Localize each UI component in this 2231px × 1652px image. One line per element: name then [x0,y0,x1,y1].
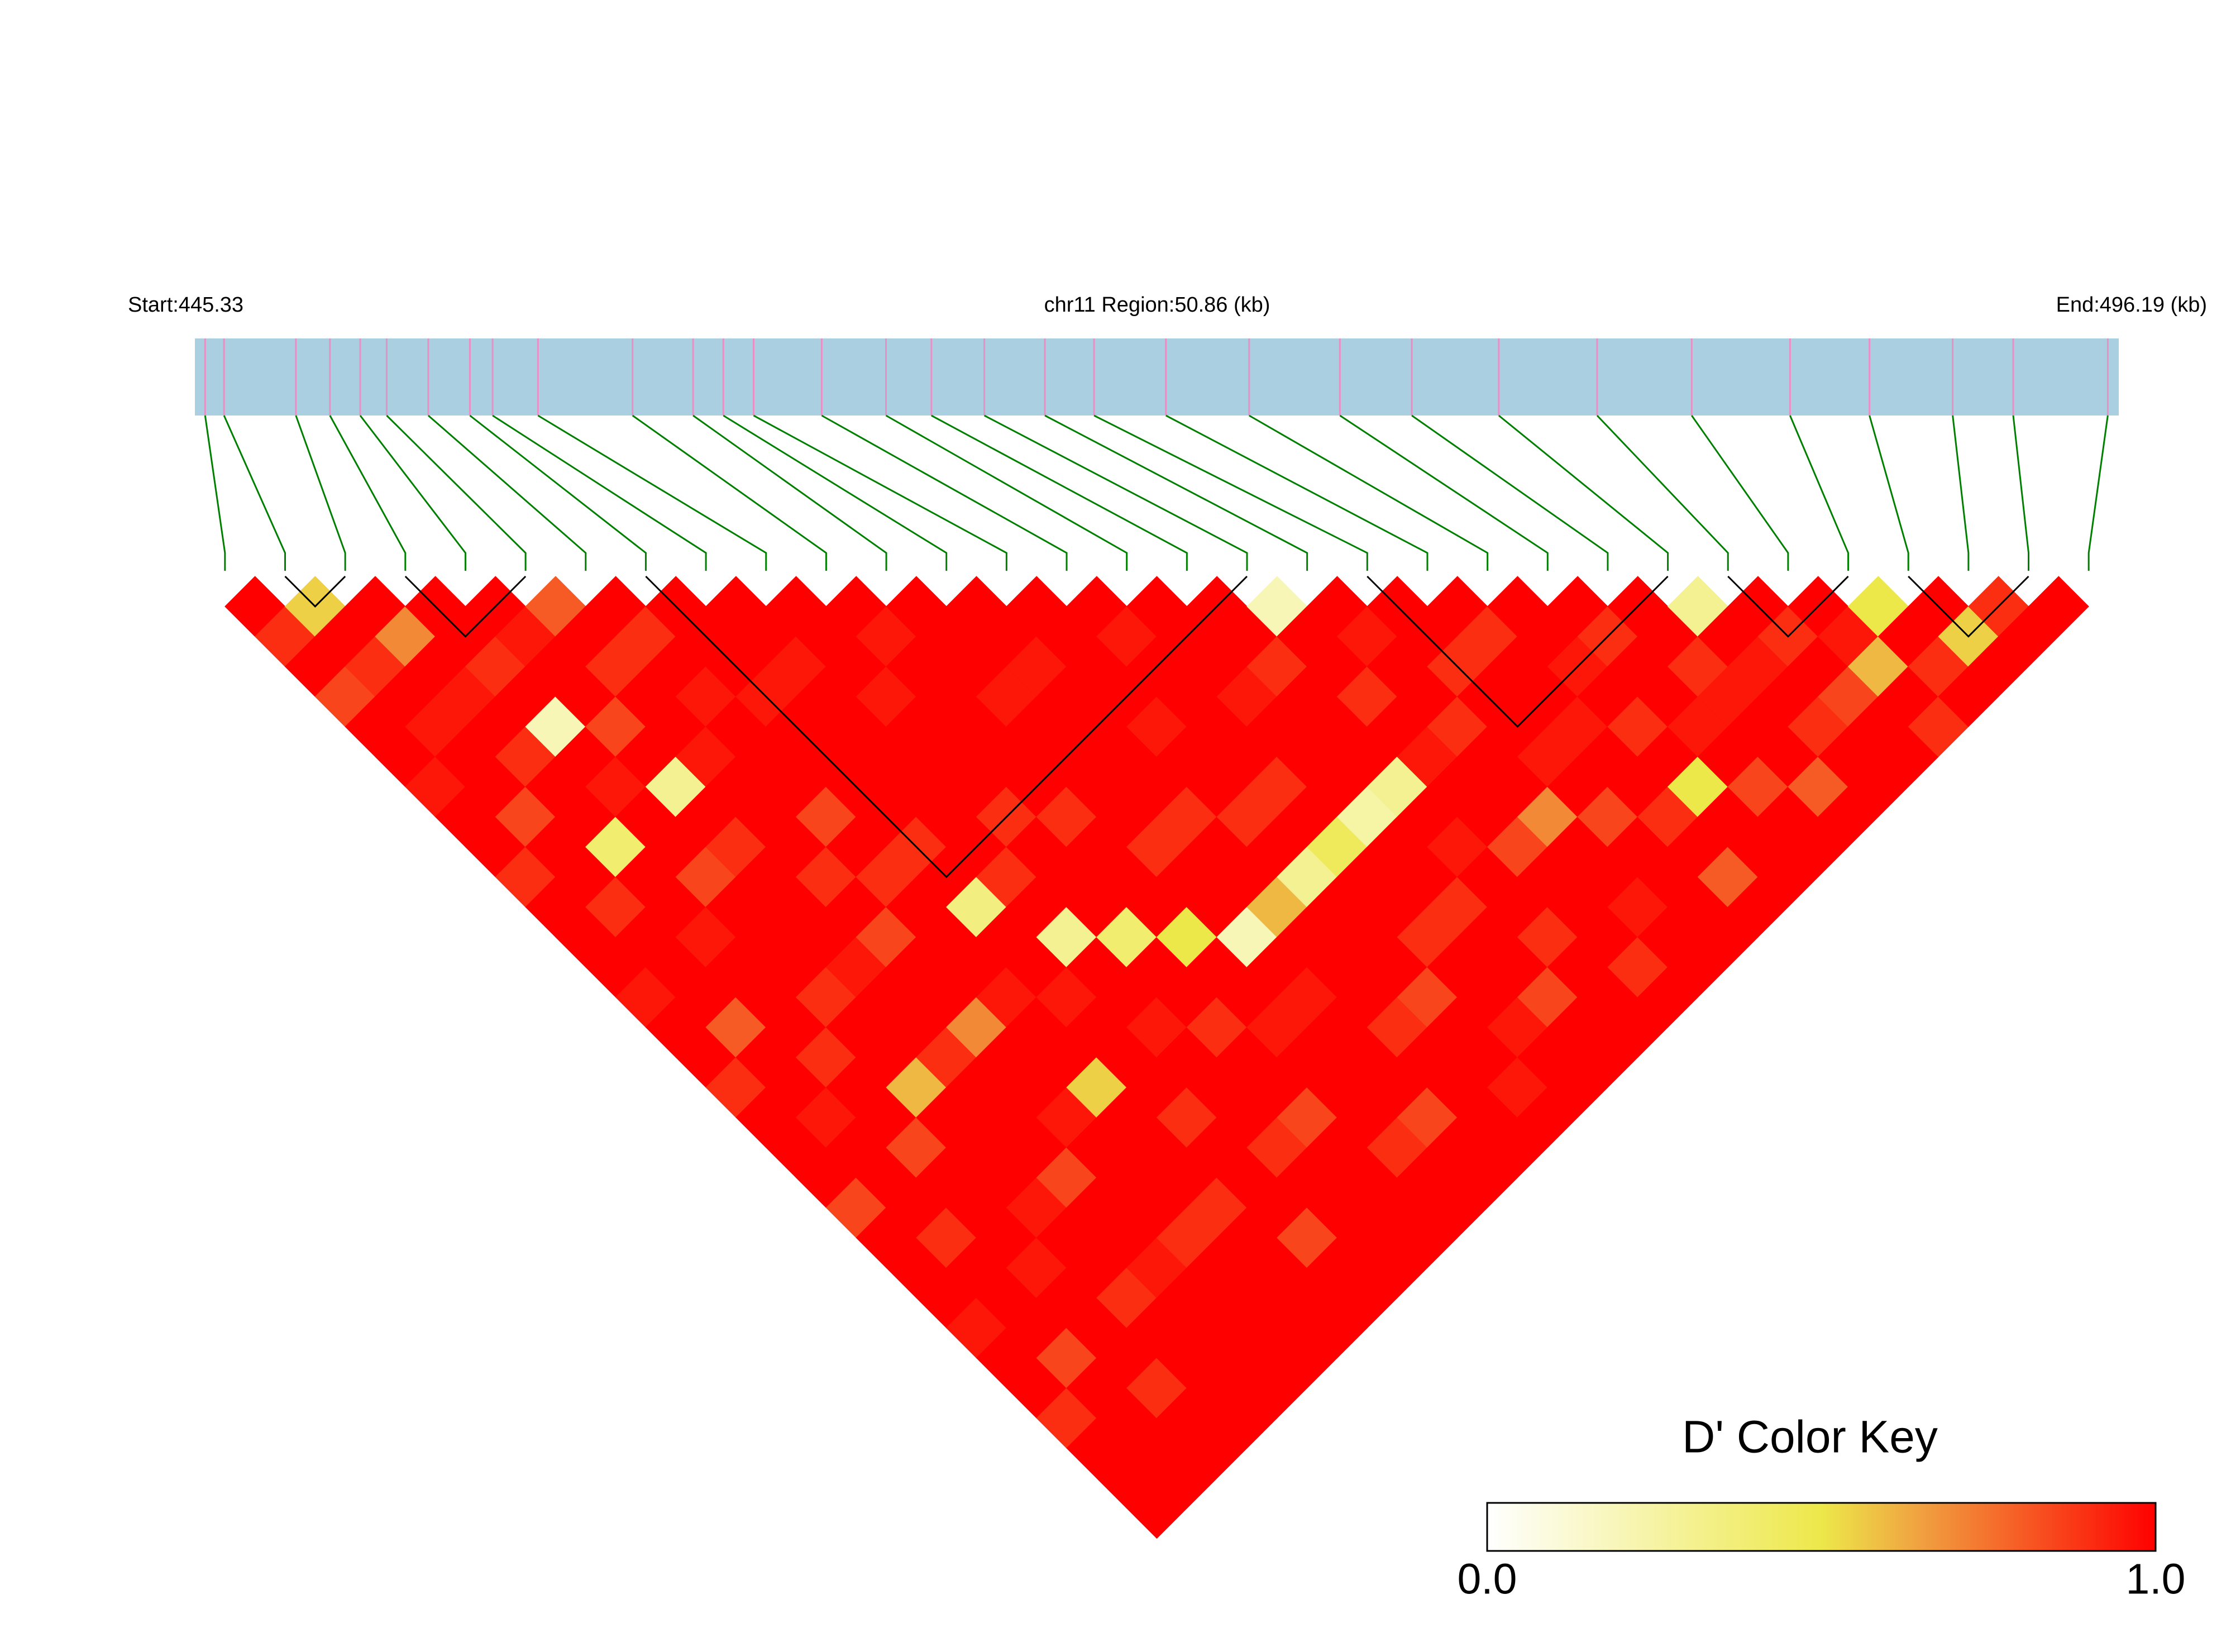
snp-link [204,415,226,571]
snp-link [295,415,346,571]
ld-block [404,575,527,638]
snp-link [692,414,887,571]
snp-link [223,415,286,571]
ld-cell [2028,576,2089,637]
snp-link [359,415,466,571]
snp-link [983,414,1248,571]
snp-link [1411,414,1609,571]
snp-link [329,415,407,571]
snp-link [537,414,767,571]
snp-link [1339,414,1549,571]
snp-link [1869,415,1909,571]
ld-block [1367,575,1669,728]
snp-link [1498,414,1669,571]
ld-block [1727,575,1849,638]
snp-link [1691,415,1789,571]
snp-link [1249,414,1489,571]
snp-link [753,414,1007,571]
snp-link [469,414,647,571]
snp-link [885,414,1128,571]
end-label: End:496.19 (kb) [2056,293,2207,317]
color-key-bar [1486,1502,2157,1552]
snp-link [1044,414,1308,571]
snp-link [821,414,1068,571]
snp-link [723,414,948,571]
start-label: Start:445.33 [128,293,243,317]
ld-block [284,575,346,608]
snp-link [2087,415,2109,571]
snp-link [492,414,707,571]
snp-link [1165,414,1429,571]
color-key-label: 1.0 [2125,1555,2185,1603]
snp-link [1093,414,1368,571]
color-key-title: D' Color Key [1682,1412,1938,1463]
ld-block [1908,575,2029,638]
snp-link [2012,415,2030,571]
snp-link [632,414,827,571]
color-key-label: 0.0 [1457,1555,1517,1603]
snp-link [427,414,587,571]
snp-link [386,414,527,571]
snp-link [1952,415,1970,571]
region-label: chr11 Region:50.86 (kb) [1044,293,1270,317]
snp-link [1789,415,1850,571]
snp-link [931,414,1188,571]
snp-link [1596,414,1729,571]
snp-bar [195,338,2119,416]
ld-block [645,575,1248,878]
